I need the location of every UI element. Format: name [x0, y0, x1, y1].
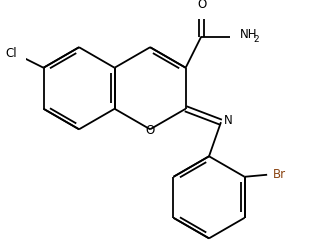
Text: 2: 2: [253, 35, 259, 44]
Text: O: O: [197, 0, 207, 11]
Text: O: O: [145, 124, 155, 137]
Text: Br: Br: [273, 168, 286, 181]
Text: N: N: [224, 115, 233, 127]
Text: Cl: Cl: [5, 47, 17, 60]
Text: NH: NH: [240, 28, 258, 41]
